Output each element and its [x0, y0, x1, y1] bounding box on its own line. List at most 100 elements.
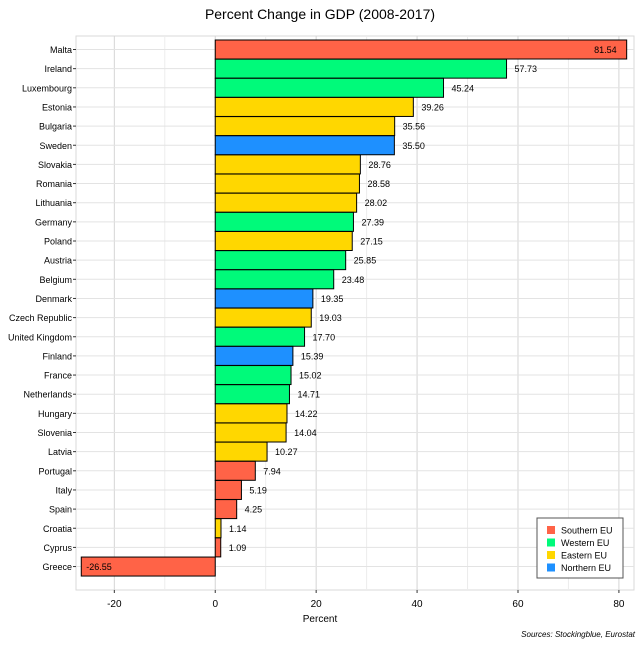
data-label: 28.76 [368, 160, 391, 170]
y-tick-label: United Kingdom [8, 332, 72, 342]
y-tick-label: Portugal [38, 466, 72, 476]
y-tick-label: Bulgaria [39, 122, 72, 132]
y-tick-label: Hungary [38, 409, 73, 419]
bar-poland [214, 231, 353, 251]
data-label: 19.03 [319, 313, 342, 323]
data-label: 5.19 [249, 485, 267, 495]
data-label: 81.54 [594, 45, 617, 55]
data-label: 35.56 [403, 122, 426, 132]
data-label: 14.04 [294, 428, 317, 438]
y-tick-label: Belgium [39, 275, 72, 285]
y-tick-label: Slovenia [37, 428, 72, 438]
y-tick-label: Romania [36, 179, 72, 189]
bar-malta [214, 39, 628, 60]
y-tick-label: Cyprus [43, 543, 72, 553]
bar-lithuania [214, 192, 358, 213]
y-tick-label: Latvia [48, 447, 72, 457]
data-label: 15.02 [299, 371, 322, 381]
bar-sweden [214, 135, 395, 156]
bar-netherlands [214, 384, 290, 405]
axis-layer: Malta Ireland Luxembourg Estonia Bulgaria Swe… [8, 45, 625, 610]
x-axis-title: Percent [303, 614, 338, 625]
data-label: 35.50 [402, 141, 425, 151]
data-label: 7.94 [263, 466, 281, 476]
data-label: 15.39 [301, 351, 324, 361]
bar-denmark [214, 288, 314, 309]
y-tick-label: Greece [42, 562, 72, 572]
bar-belgium [214, 269, 335, 290]
legend-label: Western EU [561, 538, 609, 548]
y-tick-label: Italy [55, 485, 72, 495]
bar-layer [80, 39, 628, 577]
data-label: 27.15 [360, 237, 383, 247]
data-label: 25.85 [354, 256, 377, 266]
bar-luxembourg [214, 77, 445, 98]
data-label: 39.26 [421, 102, 444, 112]
y-tick-label: Slovakia [38, 160, 72, 170]
bar-spain [214, 499, 238, 520]
data-label: 19.35 [321, 294, 344, 304]
bar-romania [214, 173, 360, 194]
data-label: 28.02 [365, 198, 388, 208]
data-label: 45.24 [452, 83, 475, 93]
bar-finland [214, 345, 294, 366]
y-tick-label: Poland [44, 237, 72, 247]
bar-latvia [214, 441, 268, 462]
legend-swatch [547, 551, 555, 559]
bar-slovenia [214, 422, 287, 443]
data-label: 57.73 [515, 64, 538, 74]
x-tick-label: -20 [107, 599, 122, 610]
chart-title: Percent Change in GDP (2008-2017) [205, 6, 435, 22]
x-tick-label: 20 [311, 599, 323, 610]
data-label: 1.14 [229, 524, 247, 534]
y-tick-label: Lithuania [35, 198, 72, 208]
bar-estonia [214, 96, 414, 117]
x-tick-label: 40 [412, 599, 424, 610]
data-label: 17.70 [313, 332, 336, 342]
legend-label: Eastern EU [561, 551, 607, 561]
y-tick-label: Czech Republic [9, 313, 73, 323]
y-tick-label: France [44, 371, 72, 381]
bar-czech-republic [214, 307, 312, 328]
data-label: 10.27 [275, 447, 298, 457]
legend-swatch [547, 563, 555, 572]
bar-france [214, 365, 292, 386]
source-note: Sources: Stockingblue, Eurostat [521, 630, 636, 639]
legend-label: Southern EU [561, 526, 613, 536]
data-label: -26.55 [86, 562, 112, 572]
bar-germany [214, 211, 354, 232]
bar-austria [214, 250, 347, 271]
bar-greece [80, 556, 216, 577]
bar-portugal [214, 460, 256, 481]
plot-frame [75, 35, 635, 591]
y-tick-label: Croatia [43, 524, 72, 534]
bar-hungary [214, 403, 288, 424]
data-label: 1.09 [229, 543, 247, 553]
x-tick-label: 0 [212, 599, 218, 610]
legend-swatch [547, 538, 555, 547]
y-tick-label: Austria [44, 256, 72, 266]
y-tick-label: Denmark [35, 294, 72, 304]
data-label: 14.22 [295, 409, 318, 419]
y-tick-label: Ireland [44, 64, 72, 74]
x-tick-label: 80 [613, 599, 625, 610]
y-tick-label: Netherlands [23, 390, 72, 400]
bar-croatia [214, 518, 222, 539]
y-tick-label: Luxembourg [22, 83, 72, 93]
y-tick-label: Germany [35, 217, 73, 227]
legend: Southern EU Western EU Eastern EU Northern … [536, 517, 624, 579]
bar-bulgaria [214, 116, 396, 137]
y-tick-label: Estonia [42, 102, 72, 112]
data-label: 27.39 [361, 217, 384, 227]
label-layer: 81.54 57.73 45.24 39.26 35.56 35.50 28.76 28.58… [86, 45, 616, 572]
data-label: 28.58 [367, 179, 390, 189]
data-label: 23.48 [342, 275, 365, 285]
bar-united-kingdom [214, 326, 306, 347]
bar-slovakia [214, 154, 361, 175]
legend-swatch [547, 526, 555, 534]
legend-label: Northern EU [561, 563, 611, 573]
y-tick-label: Finland [42, 351, 72, 361]
y-tick-label: Spain [49, 505, 72, 515]
